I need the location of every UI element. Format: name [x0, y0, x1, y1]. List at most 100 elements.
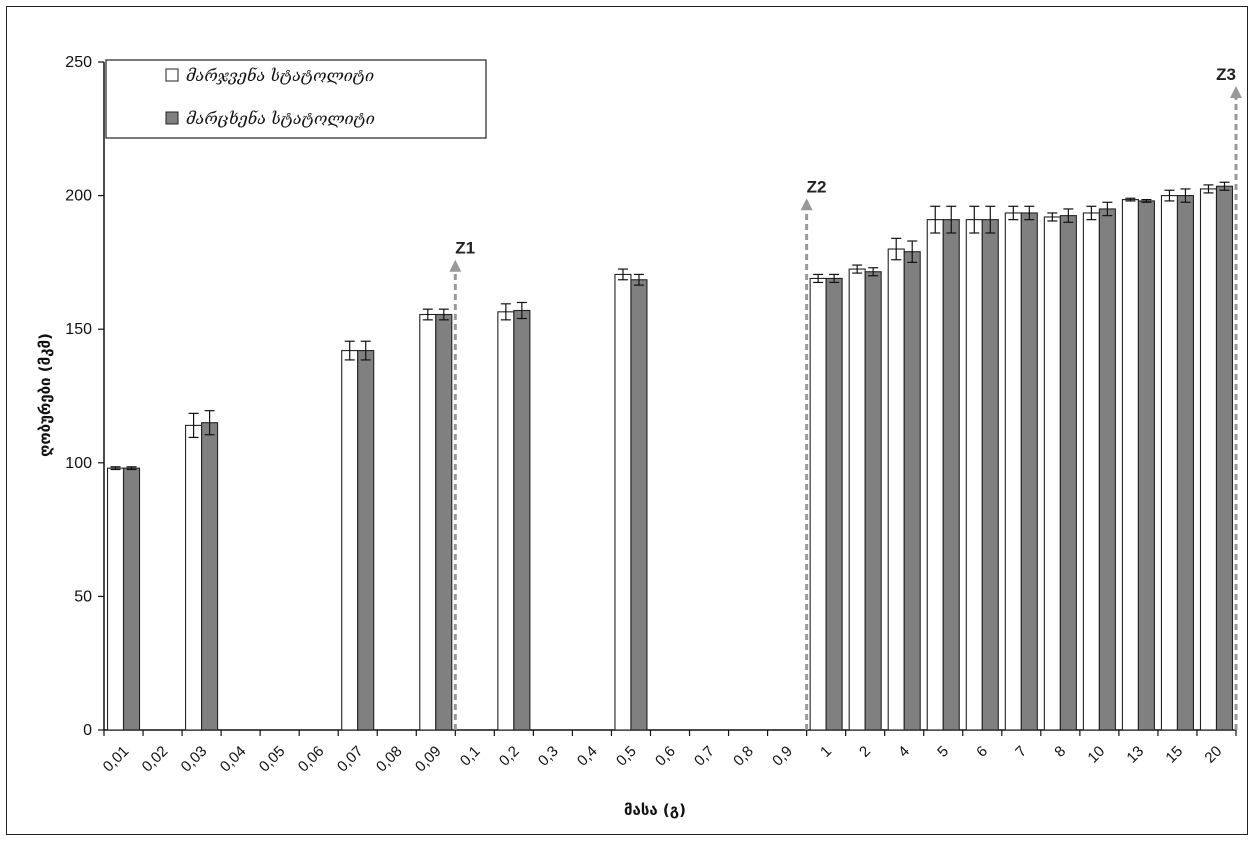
error-bar — [188, 412, 199, 439]
error-bar — [985, 205, 996, 234]
bar-right-statolith — [106, 467, 125, 731]
error-bar — [930, 205, 941, 234]
bar-left-statolith — [1215, 185, 1234, 731]
x-tick-label: 7 — [1012, 743, 1030, 761]
x-axis: 0,01 0,02 0,03 0,04 0,05 0,06 0,07 0,08 0,09 0,1 0… — [100, 729, 1237, 776]
x-tick-label: 0,2 — [496, 743, 523, 770]
bar-left-statolith — [903, 251, 921, 731]
x-tick-label: 0,1 — [457, 743, 484, 770]
bar-left-statolith — [435, 313, 453, 731]
annotation-z2: Z2 — [800, 177, 827, 730]
legend-label-right-statolith: მარჯვენა სტატოლიტი — [186, 66, 374, 85]
bar-right-statolith — [614, 273, 632, 731]
bar-right-statolith — [965, 219, 983, 731]
bar-right-statolith — [1121, 199, 1139, 731]
error-bar — [891, 237, 902, 261]
y-tick-label: 250 — [65, 54, 92, 71]
error-bar — [1180, 188, 1191, 203]
bar-left-statolith — [942, 219, 960, 731]
bar-left-statolith — [981, 219, 999, 731]
bar-left-statolith — [1137, 200, 1155, 731]
annotation-label: Z1 — [455, 239, 475, 258]
error-bar — [1203, 184, 1214, 194]
x-tick-label: 0,6 — [652, 743, 679, 770]
bar-left-statolith — [122, 467, 141, 731]
bar-left-statolith — [864, 271, 882, 731]
x-tick-label: 0,01 — [100, 743, 133, 776]
x-tick-label: 5 — [934, 743, 952, 761]
bar-left-statolith — [1098, 208, 1116, 731]
error-bar — [110, 466, 121, 471]
error-bar — [907, 240, 918, 263]
y-axis: 0 50 100 150 200 250 — [65, 54, 105, 739]
annotations: Z1 Z2 Z3 — [449, 65, 1242, 730]
y-tick-label: 100 — [65, 455, 92, 472]
x-tick-label: 10 — [1084, 743, 1108, 767]
annotation-label: Z2 — [807, 177, 827, 196]
x-tick-label: 0,04 — [217, 743, 250, 776]
error-bar — [1047, 212, 1058, 222]
x-tick-label: 0,5 — [613, 743, 640, 770]
bar-left-statolith — [1020, 212, 1038, 731]
error-bar — [500, 303, 511, 321]
bar-left-statolith — [825, 277, 843, 731]
bar-right-statolith — [497, 311, 515, 731]
error-bar — [126, 466, 137, 471]
x-tick-label: 2 — [856, 743, 874, 761]
error-bar — [204, 410, 215, 436]
error-bar — [617, 268, 628, 281]
bar-right-statolith — [1004, 212, 1022, 731]
x-tick-label: 4 — [895, 743, 913, 761]
x-tick-label: 0,4 — [574, 743, 601, 770]
error-bar — [422, 308, 433, 321]
y-axis-title: ღობურები (მკმ) — [36, 333, 54, 457]
error-bar — [1086, 205, 1097, 221]
error-bar — [1219, 181, 1230, 191]
bar-left-statolith — [1176, 195, 1194, 731]
bar-left-statolith — [357, 350, 375, 731]
x-tick-label: 0,06 — [295, 743, 328, 776]
error-bar — [829, 273, 840, 284]
x-tick-label: 0,02 — [139, 743, 172, 776]
error-bar — [852, 264, 863, 274]
x-tick-label: 0,03 — [178, 743, 211, 776]
legend-swatch-left-statolith — [165, 111, 179, 125]
x-tick-label: 20 — [1201, 743, 1225, 767]
annotation-arrow-head — [800, 198, 813, 211]
error-bar — [1102, 201, 1113, 217]
x-tick-label: 6 — [973, 743, 991, 761]
x-tick-label: 0,09 — [412, 743, 445, 776]
legend-swatch-right-statolith — [165, 68, 179, 82]
bar-right-statolith — [341, 350, 359, 731]
bar-right-statolith — [809, 277, 827, 731]
x-tick-label: 0,3 — [535, 743, 562, 770]
bar-right-statolith — [887, 248, 905, 731]
x-tick-label: 13 — [1123, 743, 1147, 767]
error-bar — [813, 273, 824, 284]
annotation-arrow-head — [1230, 86, 1242, 99]
x-tick-label: 0,08 — [373, 743, 406, 776]
error-bar — [1141, 199, 1152, 203]
error-bar — [946, 205, 957, 234]
bar-right-statolith — [419, 313, 437, 731]
error-bar — [1008, 205, 1019, 221]
x-tick-label: 0,9 — [769, 743, 796, 770]
bar-right-statolith — [1082, 212, 1100, 731]
annotation-label: Z3 — [1216, 65, 1236, 84]
bar-left-statolith — [630, 279, 648, 731]
y-tick-label: 0 — [83, 722, 92, 739]
legend: მარჯვენა სტატოლიტი მარცხენა სტატოლიტი — [105, 59, 487, 139]
annotation-z3: Z3 — [1216, 65, 1242, 730]
x-tick-label: 8 — [1051, 743, 1069, 761]
error-bar — [969, 205, 980, 234]
error-bar — [344, 340, 355, 361]
legend-label-left-statolith: მარცხენა სტატოლიტი — [186, 109, 375, 128]
y-tick-label: 200 — [65, 188, 92, 205]
error-bar — [1164, 189, 1175, 202]
error-bar — [438, 308, 449, 321]
x-tick-label: 1 — [817, 743, 835, 761]
error-bar — [516, 301, 527, 320]
bar-right-statolith — [1160, 195, 1178, 731]
x-tick-label: 0,7 — [691, 743, 718, 770]
